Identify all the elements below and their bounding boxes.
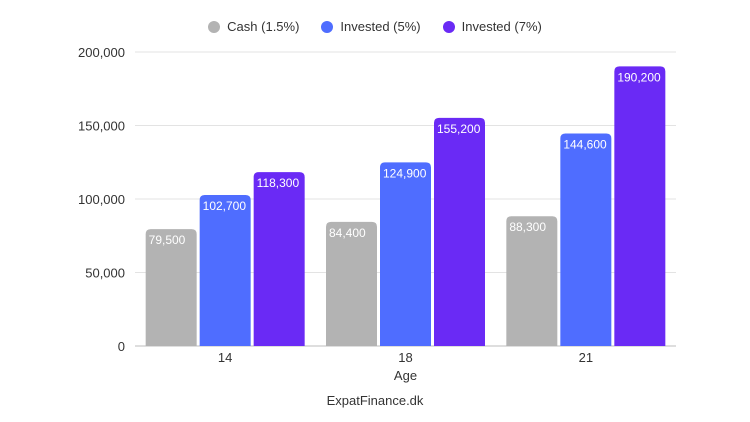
bar-data-label: 118,300 (257, 176, 300, 190)
legend-label-invested-7: Invested (7%) (461, 19, 542, 34)
x-axis-ticks: 14 18 21 (218, 350, 593, 365)
bar-data-label: 144,600 (563, 137, 607, 151)
bar-data-label: 155,200 (437, 122, 481, 136)
bar (380, 162, 431, 346)
legend-label-cash: Cash (1.5%) (227, 19, 300, 34)
chart-legend: Cash (1.5%) Invested (5%) Invested (7%) (0, 19, 750, 34)
bar (434, 117, 485, 346)
y-tick-label: 100,000 (78, 192, 125, 207)
y-tick-label: 200,000 (78, 45, 125, 60)
bar (199, 195, 251, 346)
bar (253, 172, 305, 346)
source-credit: ExpatFinance.dk (326, 393, 424, 408)
legend-label-invested-5: Invested (5%) (340, 19, 421, 34)
legend-swatch-invested-7 (442, 20, 455, 33)
bar-data-label: 102,700 (203, 199, 247, 213)
legend-item-invested-7: Invested (7%) (442, 19, 542, 34)
bar (145, 229, 197, 346)
bar (614, 66, 666, 346)
bar-data-label: 79,500 (149, 233, 186, 247)
x-axis-title: Age (394, 368, 417, 383)
y-tick-label: 150,000 (78, 119, 125, 134)
y-tick-label: 50,000 (85, 266, 125, 281)
legend-swatch-cash (208, 20, 221, 33)
bar-data-label: 84,400 (329, 226, 366, 240)
y-tick-label: 0 (118, 339, 125, 354)
bar (326, 221, 377, 346)
bar-data-label: 88,300 (509, 220, 546, 234)
legend-item-invested-5: Invested (5%) (321, 19, 421, 34)
legend-swatch-invested-5 (321, 20, 334, 33)
bar-data-label: 124,900 (383, 166, 427, 180)
x-tick-label: 21 (579, 350, 593, 365)
bar (560, 133, 612, 346)
y-axis-ticks: 0 50,000 100,000 150,000 200,000 (78, 45, 125, 354)
x-tick-label: 18 (398, 350, 412, 365)
bar-data-label: 190,200 (617, 70, 661, 84)
legend-item-cash: Cash (1.5%) (208, 19, 299, 34)
bars: 79,500 102,700 118,300 84,400 124,900 155,200… (145, 66, 666, 346)
x-tick-label: 14 (218, 350, 232, 365)
bar (506, 216, 558, 346)
